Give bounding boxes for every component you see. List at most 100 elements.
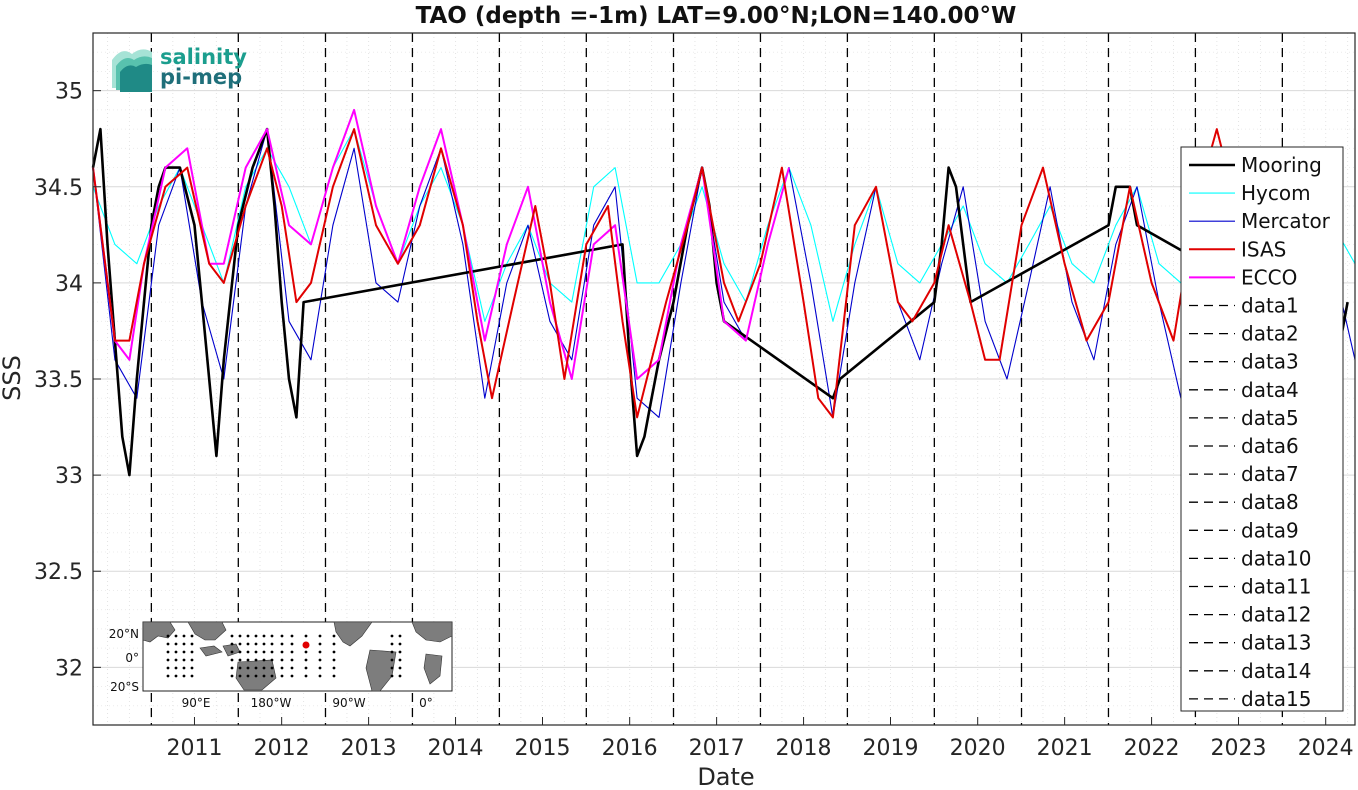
mooring-dot (318, 658, 322, 662)
mooring-dot (230, 674, 234, 678)
legend-label: Hycom (1241, 181, 1311, 205)
legend-label: data12 (1241, 603, 1312, 627)
mooring-dot (166, 650, 170, 654)
mooring-dot (230, 642, 234, 646)
mooring-dot (246, 650, 250, 654)
inset-map-land (142, 621, 453, 692)
mooring-dot (290, 658, 294, 662)
legend-label: data13 (1241, 631, 1312, 655)
legend-label: data7 (1241, 462, 1299, 486)
inset-lon-label-90w: 90°W (332, 696, 365, 710)
y-tick-label: 34 (55, 272, 83, 297)
mooring-dot (318, 650, 322, 654)
mooring-dot (262, 658, 266, 662)
mooring-dot (230, 658, 234, 662)
legend-label: data10 (1241, 546, 1312, 570)
legend-label: data14 (1241, 659, 1312, 683)
inset-map: 20°N 0° 20°S 90°E 180°W 90°W 0° (109, 621, 453, 710)
inset-lat-label-20s: 20°S (110, 680, 139, 694)
mooring-dot (238, 658, 242, 662)
mooring-dot (270, 674, 274, 678)
mooring-dot (280, 634, 284, 638)
y-tick-label: 35 (55, 80, 83, 105)
legend-label: data2 (1241, 322, 1299, 346)
inset-lon-label-180w: 180°W (251, 696, 292, 710)
mooring-dot (332, 674, 336, 678)
mooring-dot (230, 666, 234, 670)
mooring-dot (182, 634, 186, 638)
mooring-dot (182, 666, 186, 670)
mooring-dot (270, 666, 274, 670)
mooring-dot (262, 650, 266, 654)
inset-lon-label-90e: 90°E (182, 696, 211, 710)
inset-map-frame (142, 621, 453, 692)
y-tick-label: 32.5 (34, 560, 83, 585)
x-tick-label: 2015 (514, 736, 570, 761)
legend-label: ISAS (1241, 237, 1286, 261)
logo-text-pi-mep: pi-mep (160, 65, 242, 89)
legend-label: ECCO (1241, 265, 1297, 289)
mooring-dot (332, 650, 336, 654)
inset-lat-label-20n: 20°N (109, 627, 139, 641)
mooring-dot (166, 658, 170, 662)
mooring-dot (390, 658, 394, 662)
mooring-dot (190, 642, 194, 646)
mooring-dot (390, 634, 394, 638)
x-tick-label: 2020 (950, 736, 1006, 761)
mooring-dot (398, 650, 402, 654)
mooring-dot (254, 634, 258, 638)
x-tick-label: 2024 (1298, 736, 1354, 761)
mooring-dot (254, 674, 258, 678)
inset-lat-label-0: 0° (125, 651, 139, 665)
mooring-dot (318, 642, 322, 646)
mooring-dot (174, 674, 178, 678)
axis-ticks: 2011 2012 2013 2014 2015 2016 2017 2018 2019 2020… (34, 80, 1354, 761)
y-tick-label: 33.5 (34, 368, 83, 393)
mooring-dot (246, 674, 250, 678)
mooring-dot (290, 634, 294, 638)
mooring-dot (318, 634, 322, 638)
mooring-dot (190, 658, 194, 662)
mooring-dot (166, 666, 170, 670)
mooring-dot (230, 650, 234, 654)
mooring-dot (230, 634, 234, 638)
mooring-dot (398, 634, 402, 638)
mooring-dot (262, 642, 266, 646)
mooring-dot (246, 666, 250, 670)
x-tick-label: 2016 (602, 736, 658, 761)
mooring-dot (238, 666, 242, 670)
mooring-dot (332, 658, 336, 662)
mooring-dot (270, 658, 274, 662)
mooring-dot (254, 658, 258, 662)
series-line-hycom (92, 128, 1356, 322)
mooring-dot (270, 642, 274, 646)
legend-label: data1 (1241, 294, 1299, 318)
mooring-dot (332, 634, 336, 638)
chart-title: TAO (depth =-1m) LAT=9.00°N;LON=140.00°W (416, 3, 1017, 29)
inset-lon-label-0: 0° (419, 696, 433, 710)
x-tick-label: 2021 (1037, 736, 1093, 761)
mooring-dot (280, 642, 284, 646)
legend-label: data9 (1241, 518, 1299, 542)
legend-label: Mercator (1241, 209, 1331, 233)
x-tick-label: 2018 (776, 736, 832, 761)
mooring-dot (304, 666, 308, 670)
x-tick-label: 2014 (428, 736, 484, 761)
mooring-dot (190, 666, 194, 670)
mooring-dot (262, 634, 266, 638)
mooring-dot (254, 650, 258, 654)
mooring-dot (290, 642, 294, 646)
mooring-dot (190, 650, 194, 654)
mooring-dot (190, 634, 194, 638)
series-line-mooring (91, 127, 1349, 477)
x-tick-label: 2023 (1211, 736, 1267, 761)
mooring-dot (270, 634, 274, 638)
y-tick-label: 34.5 (34, 176, 83, 201)
selected-mooring-marker (302, 641, 310, 649)
legend-label: data5 (1241, 406, 1299, 430)
x-tick-label: 2017 (689, 736, 745, 761)
legend-label: Mooring (1241, 153, 1322, 177)
mooring-dot (166, 642, 170, 646)
x-tick-label: 2013 (341, 736, 397, 761)
legend-label: data8 (1241, 490, 1299, 514)
